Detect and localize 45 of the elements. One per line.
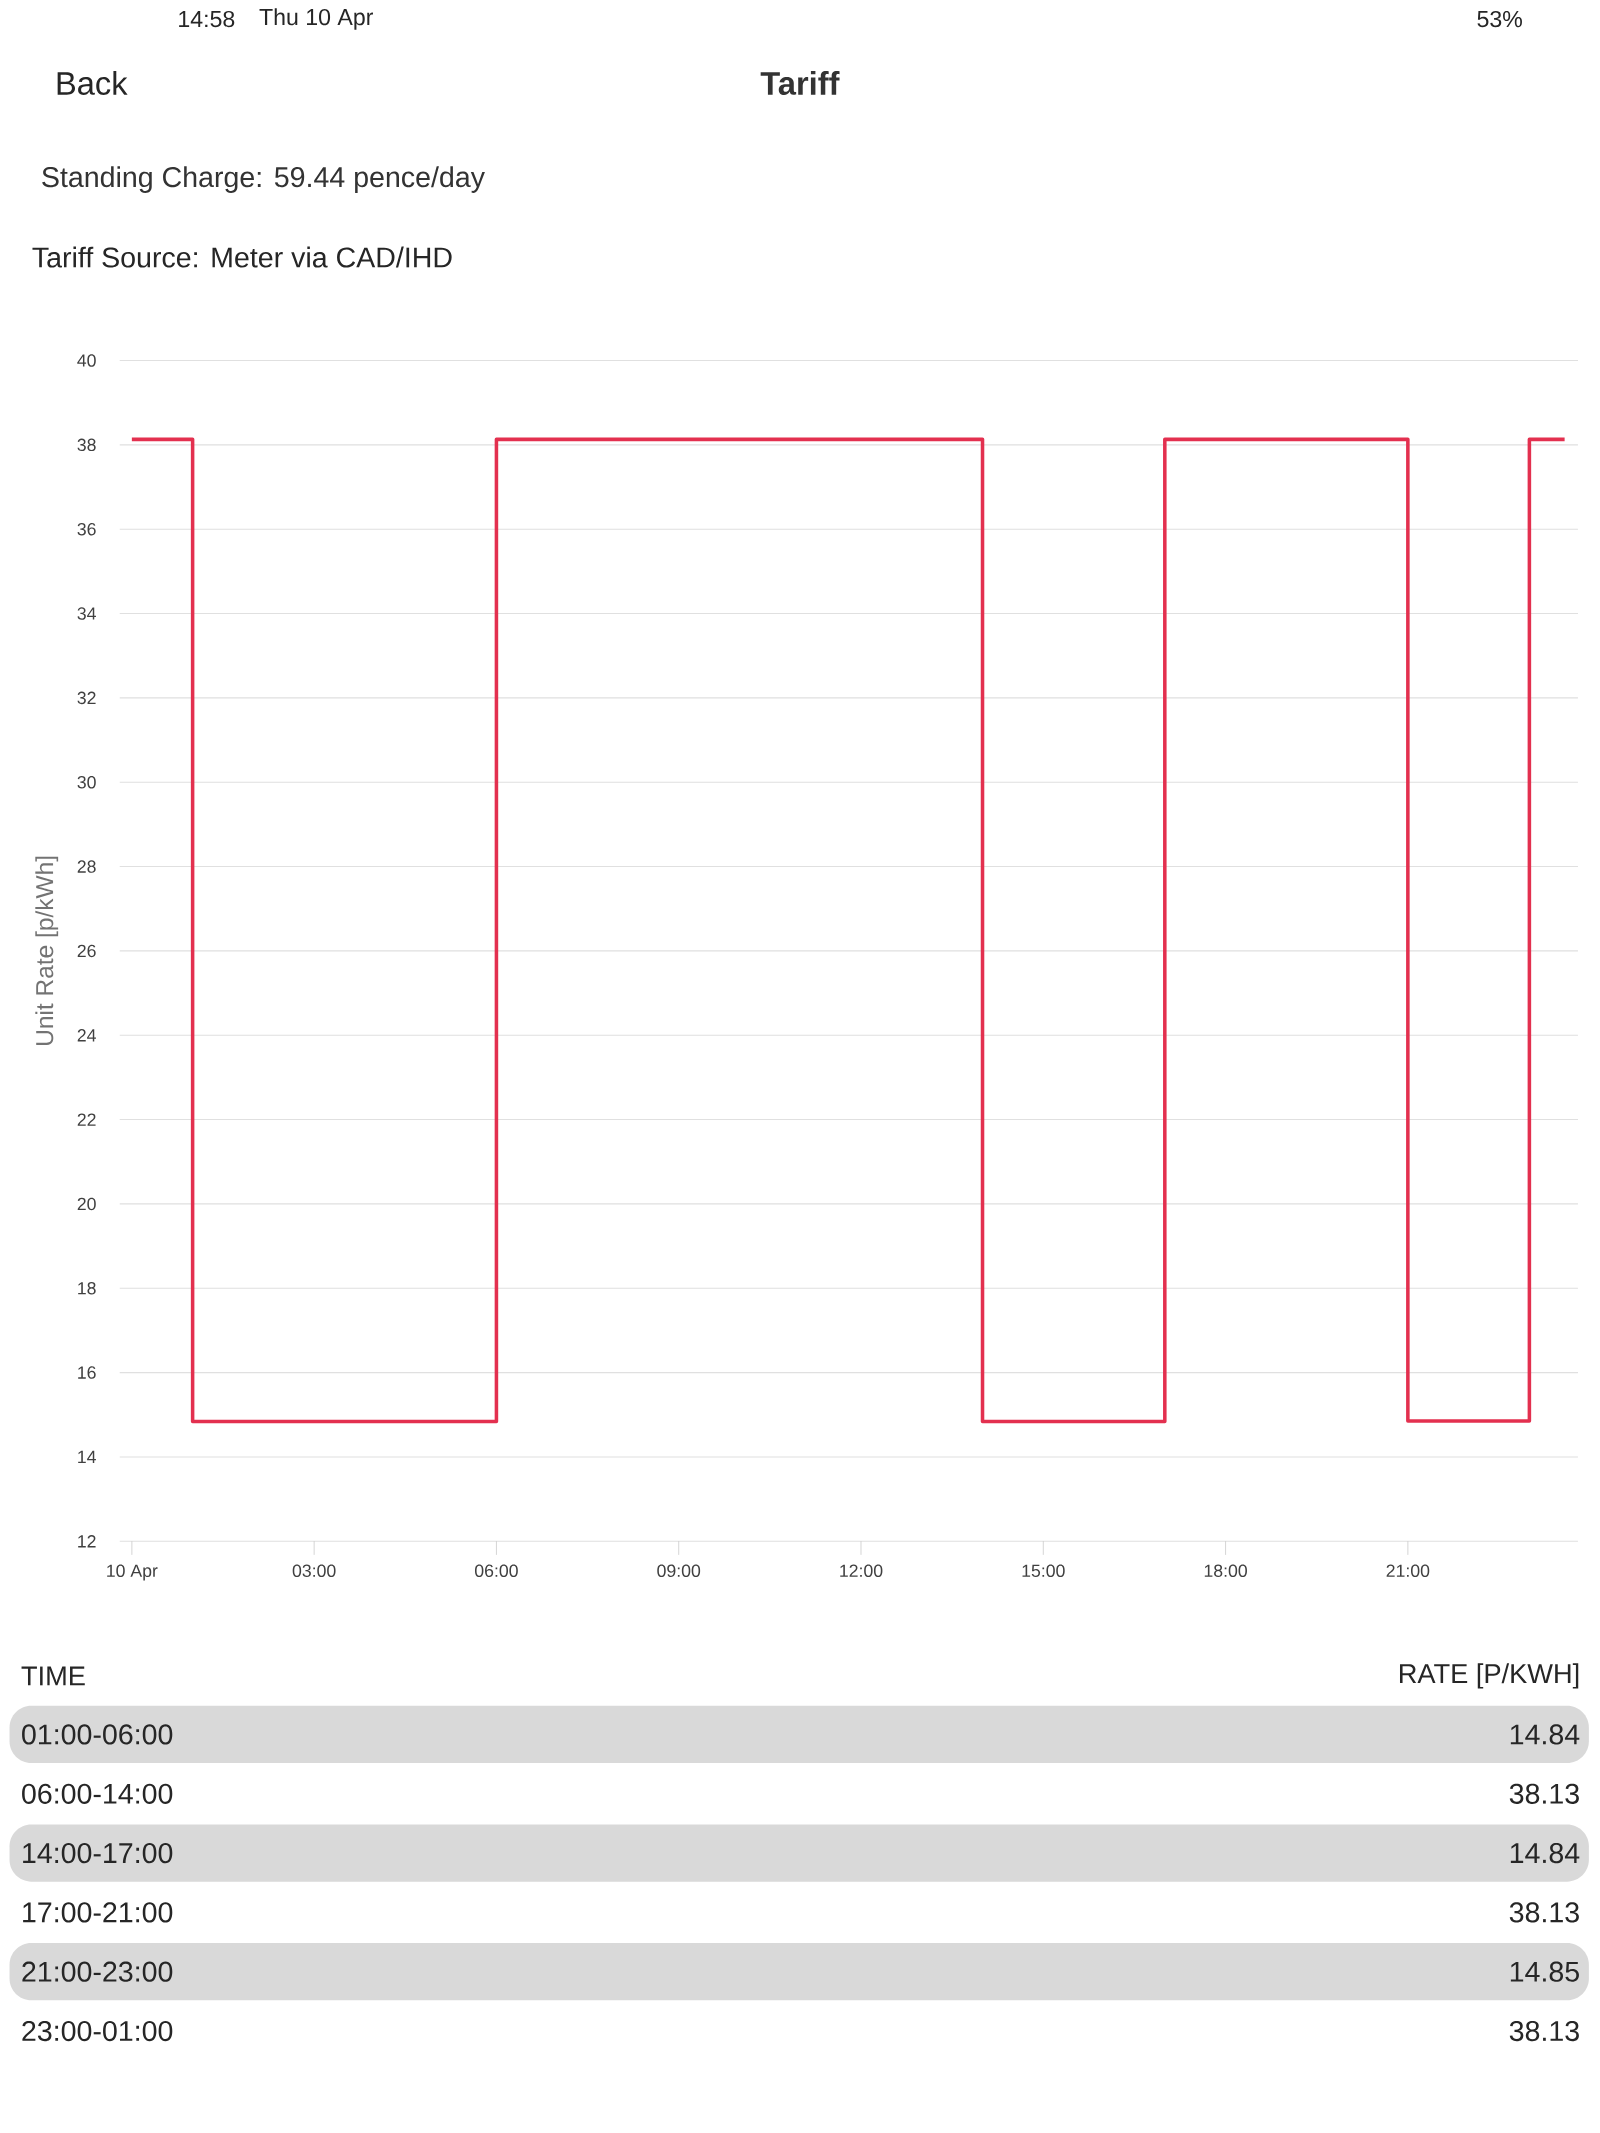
y-tick-label: 36 — [77, 522, 96, 536]
y-tick-label: 30 — [77, 775, 96, 789]
text: Tariff Source: Meter via CAD/IHD — [32, 246, 452, 268]
text: 14.84 — [1510, 1842, 1580, 1864]
y-tick-label: 40 — [77, 354, 96, 367]
text: 23:00-01:00 — [22, 2020, 173, 2042]
text: 21:00-23:00 — [22, 1961, 173, 1982]
y-tick-label: 34 — [77, 607, 97, 620]
y-tick-label: 14 — [78, 1450, 97, 1464]
y-tick-label: 18 — [78, 1282, 96, 1295]
text: 38.13 — [1509, 2020, 1580, 2042]
x-tick-label: 18:00 — [1204, 1564, 1248, 1578]
x-tick-label: 15:00 — [1022, 1564, 1065, 1578]
text: 01:00-06:00 — [22, 1724, 173, 1745]
x-tick-label: 21:00 — [1386, 1564, 1430, 1578]
y-tick-label: 38 — [77, 438, 96, 452]
x-tick-label: 10 Apr — [107, 1564, 158, 1581]
y-tick-label: 26 — [77, 944, 96, 958]
text: 38.13 — [1509, 1783, 1580, 1804]
text: 17:00-21:00 — [23, 1902, 173, 1923]
x-tick-label: 03:00 — [292, 1564, 336, 1578]
y-tick-label: 16 — [78, 1366, 96, 1379]
text: Back — [57, 71, 128, 95]
text: 14:58 — [179, 10, 235, 28]
x-tick-label: 12:00 — [840, 1564, 883, 1578]
text: TIME — [21, 1666, 85, 1686]
text: 06:00-14:00 — [22, 1783, 173, 1804]
y-tick-label: 22 — [77, 1113, 96, 1126]
text: RATE [P/KWH] — [1400, 1663, 1579, 1689]
y-axis-title: Unit Rate [p/kWh] — [35, 856, 59, 1045]
text: Thu 10 Apr — [259, 8, 374, 30]
text: 14.84 — [1510, 1724, 1580, 1745]
chart-subtitle: Standing Charge: 59.44 pence/day — [42, 166, 486, 193]
text: 14.85 — [1510, 1961, 1580, 1982]
y-tick-label: 20 — [77, 1197, 96, 1211]
y-tick-label: 28 — [77, 860, 96, 873]
text: 14:00-17:00 — [23, 1842, 173, 1864]
text: 38.13 — [1509, 1902, 1580, 1923]
y-tick-label: 24 — [77, 1029, 97, 1042]
y-tick-label: 12 — [78, 1535, 96, 1548]
chart-title: Tariff — [760, 71, 840, 95]
y-tick-label: 32 — [77, 691, 96, 705]
x-tick-label: 06:00 — [475, 1564, 518, 1578]
x-tick-label: 09:00 — [657, 1564, 701, 1578]
text: 53% — [1477, 10, 1523, 28]
